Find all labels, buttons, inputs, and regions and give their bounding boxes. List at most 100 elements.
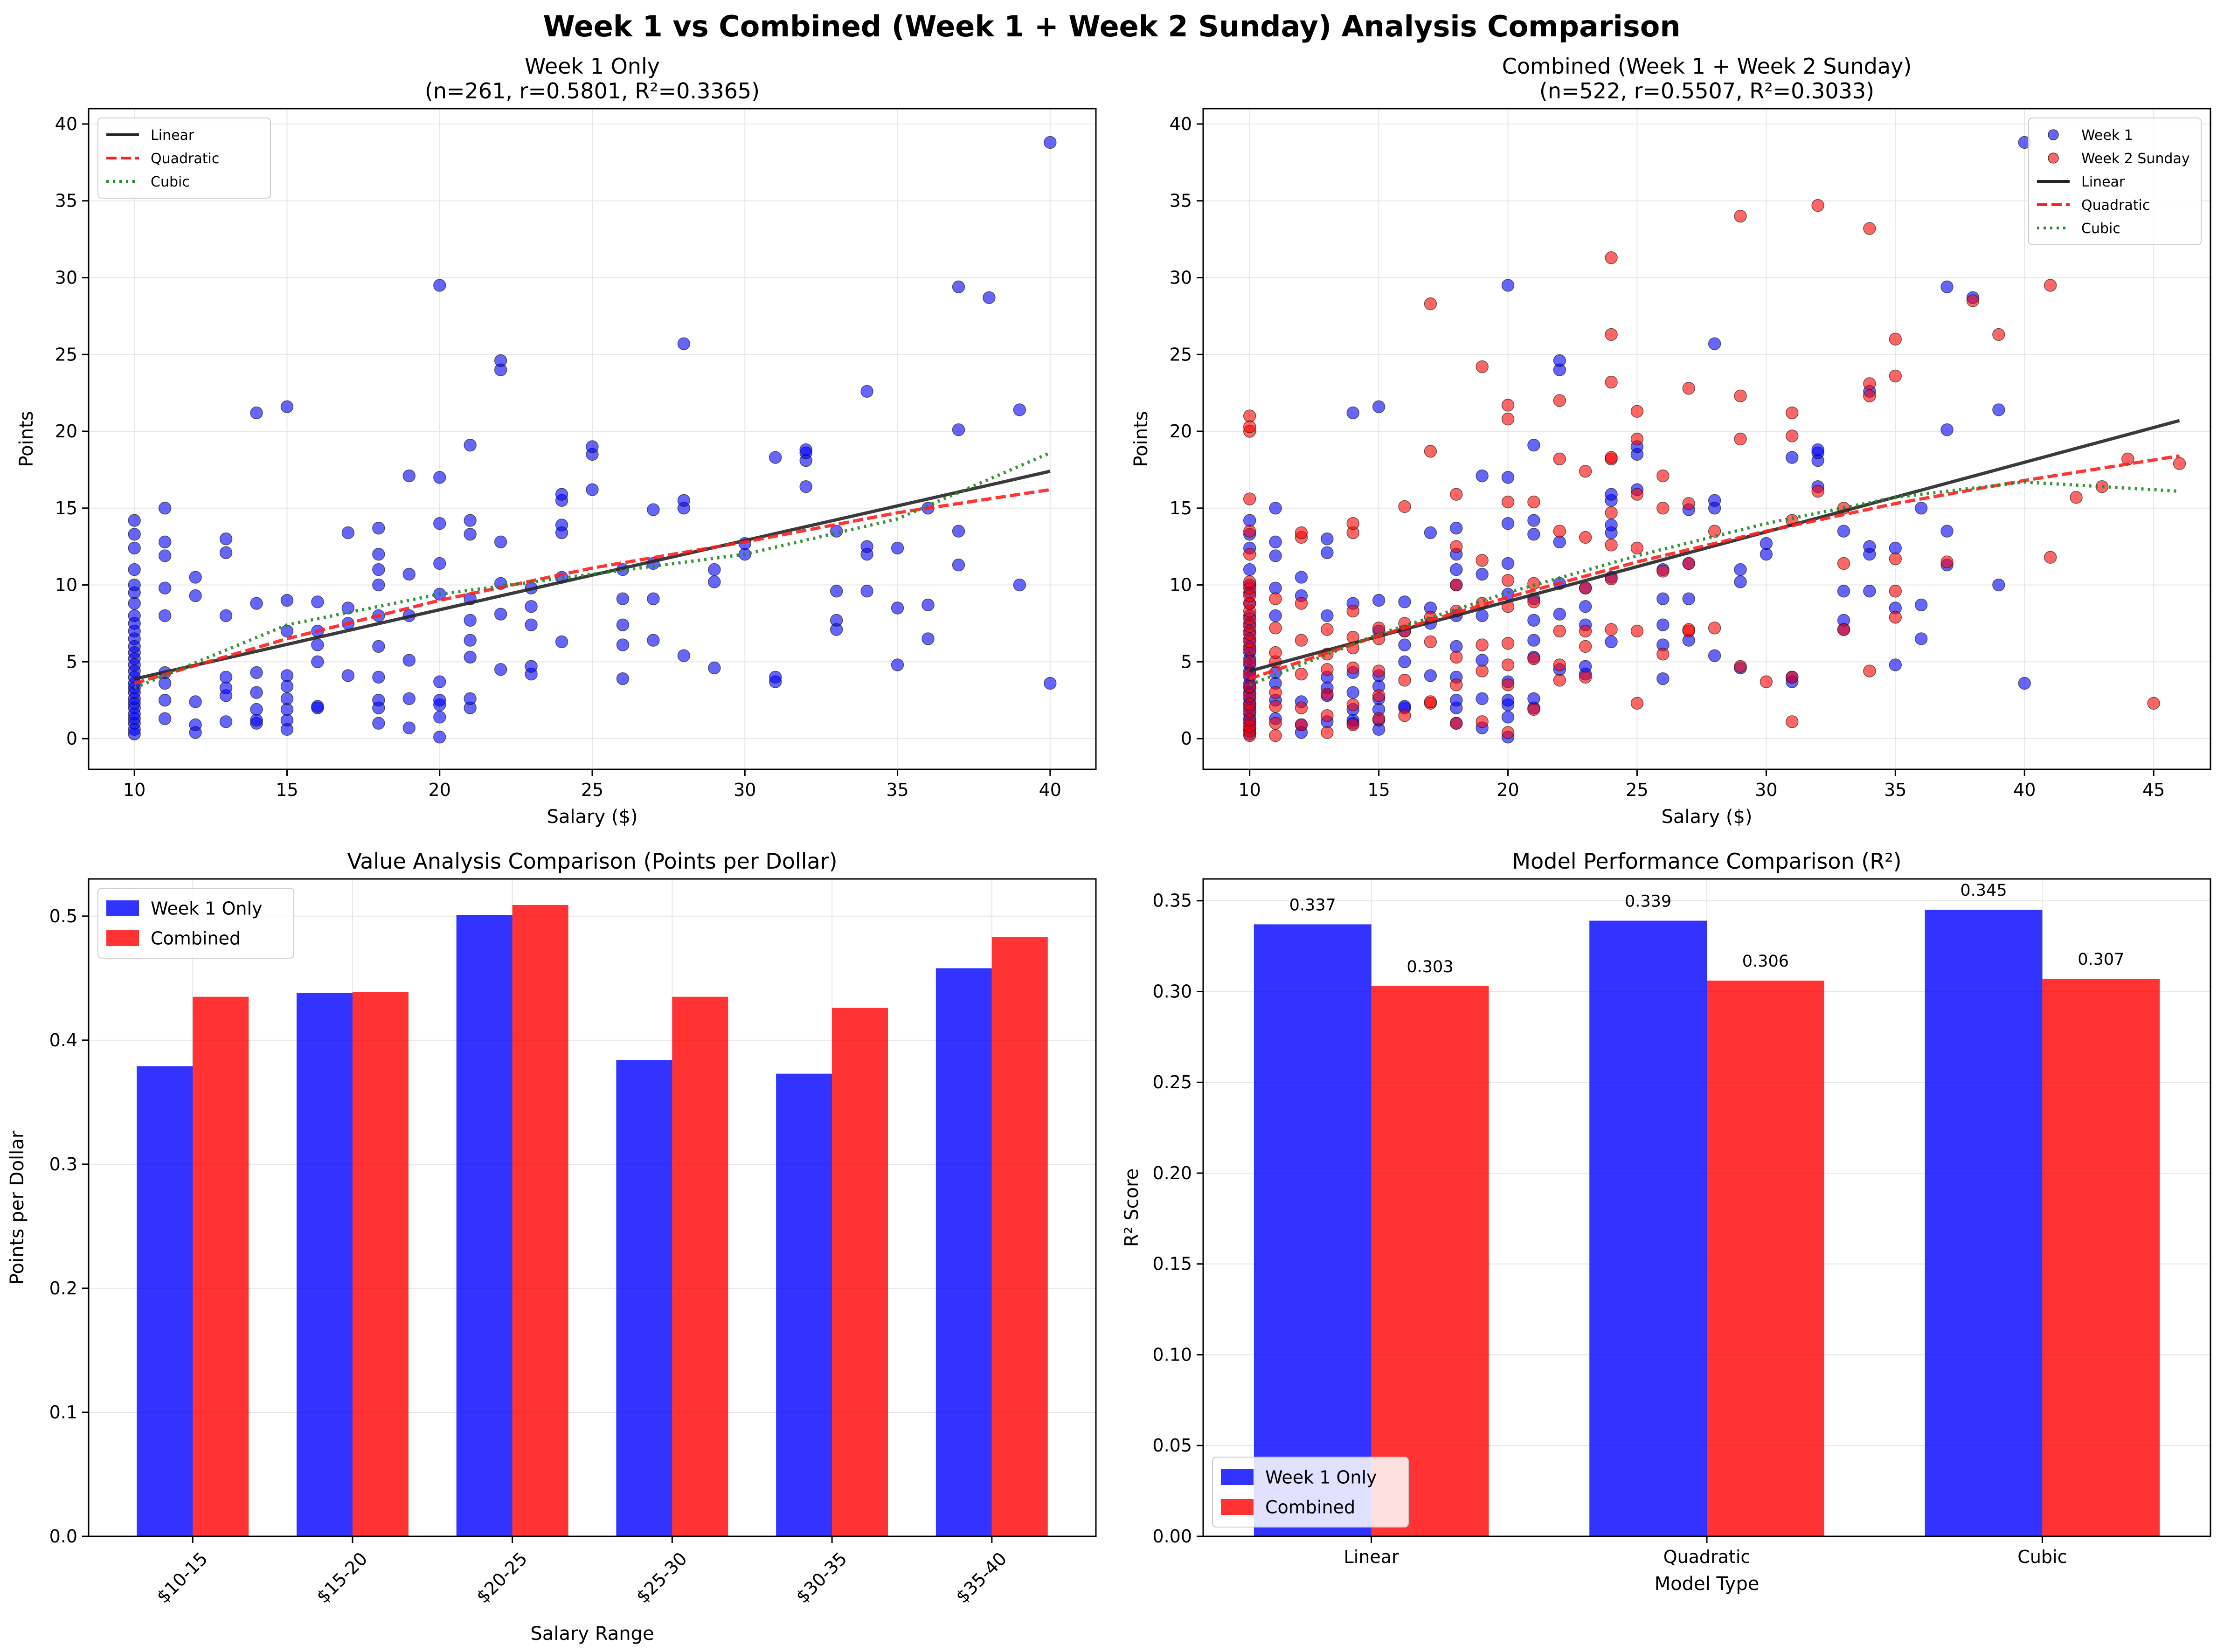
y-tick-label: 10 [1170, 575, 1192, 595]
scatter-point-week2 [1760, 675, 1773, 688]
scatter-point-week2 [1346, 718, 1359, 732]
x-tick-label: 30 [734, 780, 756, 800]
bar-value-label: 0.337 [1289, 896, 1336, 914]
scatter-point-week1 [616, 592, 630, 605]
scatter-point-week1 [769, 451, 782, 464]
scatter-point-week1 [1914, 502, 1928, 515]
scatter-point-week2 [1682, 382, 1695, 395]
scatter-point-week2 [1372, 664, 1386, 677]
scatter-point-week1 [433, 471, 446, 484]
y-tick-label: 0 [66, 728, 77, 749]
scatter-point-week1 [952, 280, 965, 293]
scatter-point-week2 [1863, 222, 1876, 235]
scatter-point-week1 [250, 713, 263, 727]
scatter-point-week1 [311, 638, 324, 651]
scatter-point-week2 [1630, 405, 1644, 418]
scatter-point-week2 [1527, 495, 1540, 509]
scatter-point-week2 [1889, 552, 1902, 566]
scatter-point-week1 [555, 518, 568, 532]
scatter-point-week1 [1553, 608, 1566, 621]
scatter-point-week1 [433, 557, 446, 570]
scatter-point-week1 [1708, 494, 1721, 507]
scatter-point-week1 [1013, 578, 1026, 592]
scatter-point-week1 [372, 521, 385, 535]
scatter-point-week2 [1708, 622, 1721, 635]
scatter-point-week1 [372, 563, 385, 576]
scatter-point-week1 [250, 597, 263, 610]
scatter-point-week2 [1579, 624, 1592, 638]
scatter-point-week1 [464, 514, 477, 527]
scatter-point-week1 [1940, 525, 1954, 538]
legend-label-quadratic: Quadratic [2081, 197, 2150, 214]
scatter-point-week2 [1863, 389, 1876, 402]
scatter-point-week1 [1450, 563, 1463, 576]
scatter-point-week2 [1269, 686, 1282, 699]
scatter-point-week1 [1656, 592, 1670, 605]
scatter-point-week1 [311, 595, 324, 608]
scatter-point-week2 [1786, 670, 1799, 684]
scatter-point-week1 [1579, 600, 1592, 613]
x-tick-label: 25 [1626, 780, 1648, 800]
scatter-point-week1 [433, 279, 446, 292]
scatter-point-week2 [1476, 554, 1489, 567]
legend-label-week2: Combined [151, 928, 241, 949]
scatter-point-week1 [464, 528, 477, 541]
scatter-point-week1 [311, 655, 324, 669]
scatter-point-week1 [128, 514, 141, 527]
scatter-point-week2 [1243, 492, 1256, 505]
scatter-point-week1 [158, 502, 172, 515]
bar-week2 [2042, 979, 2160, 1536]
scatter-point-week2 [1243, 575, 1256, 588]
scatter-point-week1 [189, 589, 202, 602]
scatter-point-week1 [1476, 469, 1489, 483]
legend: Week 1 Only Combined [1212, 1457, 1409, 1528]
scatter-panel-1: 10 15 20 25 30 35 40 45 0 5 10 15 20 25 30 35 40 Combined… [1130, 54, 2211, 828]
bar-week2 [1371, 986, 1489, 1536]
scatter-point-week1 [189, 695, 202, 708]
legend: Week 1 Week 2 Sunday Linear Quadratic Cubic [2028, 118, 2202, 245]
bar-week1 [776, 1073, 832, 1536]
scatter-point-week2 [1450, 650, 1463, 664]
legend-box [97, 888, 294, 959]
scatter-point-week1 [1527, 634, 1540, 647]
scatter-point-week2 [1553, 452, 1566, 466]
scatter-point-week1 [128, 541, 141, 555]
y-tick-label: 0.0 [49, 1526, 77, 1547]
scatter-point-week2 [1501, 399, 1515, 412]
fit-line-linear [134, 470, 1051, 681]
scatter-point-week1 [1682, 592, 1695, 605]
scatter-point-week1 [128, 578, 141, 592]
bar-week1 [1254, 924, 1372, 1536]
scatter-point-week1 [250, 406, 263, 420]
scatter-point-week1 [341, 526, 355, 539]
scatter-point-week1 [280, 692, 294, 705]
scatter-point-week1 [189, 571, 202, 584]
scatter-point-week1 [2018, 677, 2031, 690]
scatter-point-week2 [1786, 429, 1799, 442]
y-tick-label: 15 [55, 498, 77, 518]
y-tick-label: 5 [66, 651, 77, 672]
scatter-point-week2 [1450, 540, 1463, 553]
legend-label-week1: Week 1 Only [1265, 1467, 1377, 1488]
scatter-point-week2 [1321, 623, 1334, 636]
scatter-point-week1 [1527, 692, 1540, 705]
bar-value-label: 0.306 [1742, 952, 1789, 971]
scatter-point-week1 [1476, 654, 1489, 667]
scatter-point-week1 [1553, 354, 1566, 367]
x-tick-label: 10 [123, 780, 145, 800]
x-tick-label: $35-40 [952, 1548, 1011, 1607]
scatter-point-week2 [1295, 526, 1308, 539]
legend-label-quadratic: Quadratic [151, 151, 219, 167]
scatter-point-week1 [1579, 660, 1592, 673]
scatter-point-week1 [952, 559, 965, 572]
scatter-point-week1 [525, 600, 538, 613]
scatter-point-week2 [1269, 729, 1282, 742]
scatter-point-week1 [494, 608, 507, 621]
scatter-point-week1 [1760, 547, 1773, 561]
legend: Linear Quadratic Cubic [97, 118, 271, 199]
legend-label-cubic: Cubic [2081, 221, 2120, 237]
scatter-point-week1 [1863, 585, 1876, 598]
scatter-point-week1 [1734, 563, 1747, 576]
scatter-point-week2 [1398, 500, 1411, 513]
x-tick-label: $30-35 [792, 1548, 851, 1607]
